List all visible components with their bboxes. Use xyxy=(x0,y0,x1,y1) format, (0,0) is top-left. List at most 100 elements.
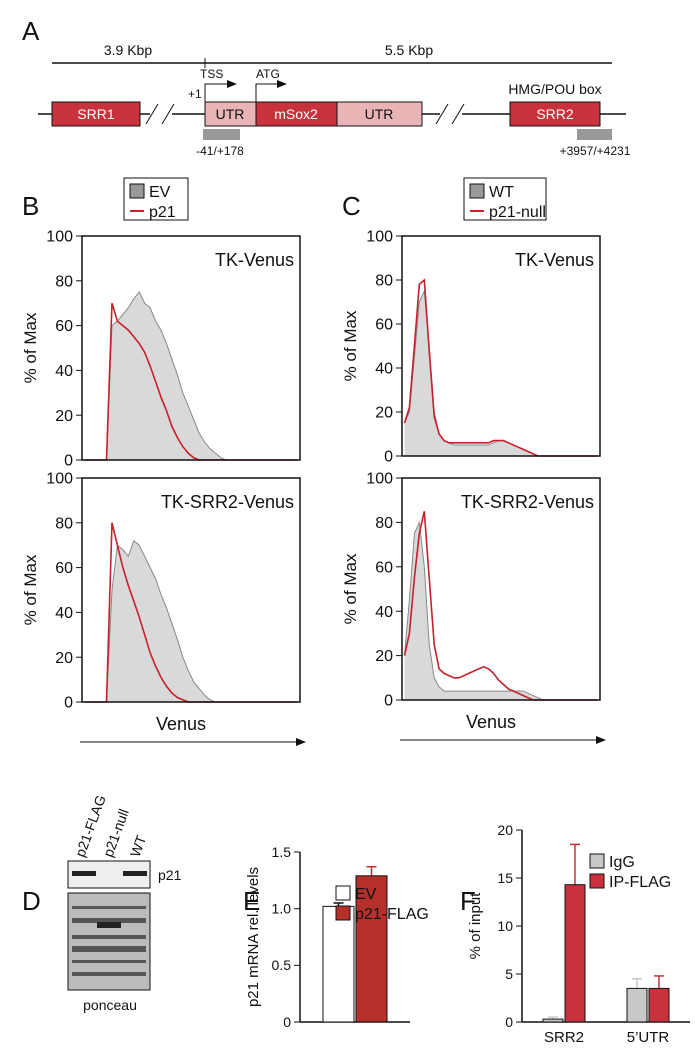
srr2-box xyxy=(509,101,601,127)
y-tick-label: 20 xyxy=(497,822,513,838)
area-fill xyxy=(404,291,598,456)
y-tick-label: 80 xyxy=(55,515,73,532)
y-tick-label: 60 xyxy=(375,559,393,576)
y-tick-label: 80 xyxy=(55,273,73,290)
area-fill xyxy=(84,292,298,460)
y-tick-label: 0.5 xyxy=(272,957,292,973)
gene-box xyxy=(255,101,338,127)
span-label: 3.9 Kbp xyxy=(104,42,152,58)
y-axis-label: % of input xyxy=(467,892,484,960)
x-tick-label: SRR2 xyxy=(544,1029,584,1046)
y-tick-label: 20 xyxy=(375,648,393,665)
y-tick-label: 20 xyxy=(375,405,393,422)
span-label: 5.5 Kbp xyxy=(385,42,433,58)
legend-label: EV xyxy=(355,886,377,903)
y-tick-label: 60 xyxy=(55,318,73,335)
y-tick-label: 40 xyxy=(55,605,73,622)
ponceau-bands xyxy=(72,906,146,976)
plot-title: TK-SRR2-Venus xyxy=(461,492,594,512)
lane-label: WT xyxy=(127,833,150,859)
y-tick-label: 80 xyxy=(375,515,393,532)
panel-label: E xyxy=(243,886,260,916)
x-axis-label: Venus xyxy=(466,712,516,732)
panel-label: C xyxy=(342,191,361,221)
y-tick-label: 100 xyxy=(366,471,393,488)
utr-box xyxy=(336,101,423,127)
y-tick-label: 0 xyxy=(384,693,393,710)
break-mark xyxy=(145,103,465,125)
tss-label: TSS xyxy=(200,67,223,81)
panel-label: F xyxy=(460,886,476,916)
legend-label: EV xyxy=(149,184,171,201)
primer-box xyxy=(203,129,240,140)
y-tick-label: 100 xyxy=(46,229,73,246)
y-tick-label: 0 xyxy=(64,695,73,712)
panel-a: A 3.9 Kbp 5.5 Kbp SRR1 UTR mSox2 UTR SRR… xyxy=(22,16,631,158)
plot-title: TK-Venus xyxy=(215,250,294,270)
srr1-box xyxy=(51,101,141,127)
legend-label: p21 xyxy=(149,204,176,221)
bar xyxy=(322,905,355,1023)
y-tick-label: 0 xyxy=(384,449,393,466)
utr-box xyxy=(204,101,257,127)
utr-label: UTR xyxy=(365,106,394,122)
primer-box xyxy=(577,129,612,140)
legend-swatch xyxy=(335,905,351,921)
area-fill xyxy=(84,540,298,702)
srr2-label: SRR2 xyxy=(536,106,574,122)
y-tick-label: 60 xyxy=(55,560,73,577)
utr-label: UTR xyxy=(216,106,245,122)
legend-swatch xyxy=(589,873,605,889)
legend-box xyxy=(123,177,189,221)
stain-label: ponceau xyxy=(83,997,137,1013)
plot-frame xyxy=(81,235,301,461)
panel-d: D p21-FLAG p21-null WT p21 ponceau xyxy=(22,793,182,1013)
y-axis-label: p21 mRNA rel. levels xyxy=(245,867,262,1007)
band xyxy=(123,871,147,876)
y-tick-label: 40 xyxy=(375,604,393,621)
legend-swatch xyxy=(469,183,485,199)
y-tick-label: 100 xyxy=(366,229,393,246)
bar xyxy=(355,875,388,1023)
tss-arrow xyxy=(204,80,237,102)
y-tick-label: 100 xyxy=(46,471,73,488)
y-tick-label: 1.0 xyxy=(272,901,292,917)
y-tick-label: 80 xyxy=(375,273,393,290)
blot-label: p21 xyxy=(158,867,182,883)
plot-title: TK-Venus xyxy=(515,250,594,270)
area-fill xyxy=(404,522,598,700)
box-note: HMG/POU box xyxy=(508,81,601,97)
y-axis-label: % of Max xyxy=(341,310,360,381)
srr1-label: SRR1 xyxy=(77,106,115,122)
y-tick-label: 40 xyxy=(55,363,73,380)
y-tick-label: 5 xyxy=(505,966,513,982)
y-tick-label: 0 xyxy=(505,1014,513,1030)
panel-label: A xyxy=(22,16,40,46)
y-tick-label: 10 xyxy=(497,918,513,934)
bar xyxy=(626,987,648,1023)
y-tick-label: 0 xyxy=(64,453,73,470)
legend-label: p21-null xyxy=(489,204,546,221)
bar xyxy=(542,1018,564,1023)
legend-label: IgG xyxy=(609,854,635,871)
plus-one: +1 xyxy=(188,87,202,101)
area-outline xyxy=(404,520,598,701)
gene-label: mSox2 xyxy=(274,106,318,122)
legend-label: WT xyxy=(489,184,514,201)
y-axis-label: % of Max xyxy=(341,553,360,624)
y-tick-label: 0 xyxy=(283,1014,291,1030)
y-tick-label: 40 xyxy=(375,361,393,378)
primer-label: -41/+178 xyxy=(196,144,244,158)
bar xyxy=(648,987,670,1023)
atg-arrow xyxy=(255,80,287,102)
bar xyxy=(564,884,586,1023)
plot-title: TK-SRR2-Venus xyxy=(161,492,294,512)
y-tick-label: 60 xyxy=(375,317,393,334)
primer-label: +3957/+4231 xyxy=(560,144,631,158)
legend-label: IP-FLAG xyxy=(609,874,671,891)
plot-frame xyxy=(401,235,601,457)
legend-swatch xyxy=(129,183,145,199)
y-tick-label: 1.5 xyxy=(272,844,292,860)
panel-label: D xyxy=(22,886,41,916)
